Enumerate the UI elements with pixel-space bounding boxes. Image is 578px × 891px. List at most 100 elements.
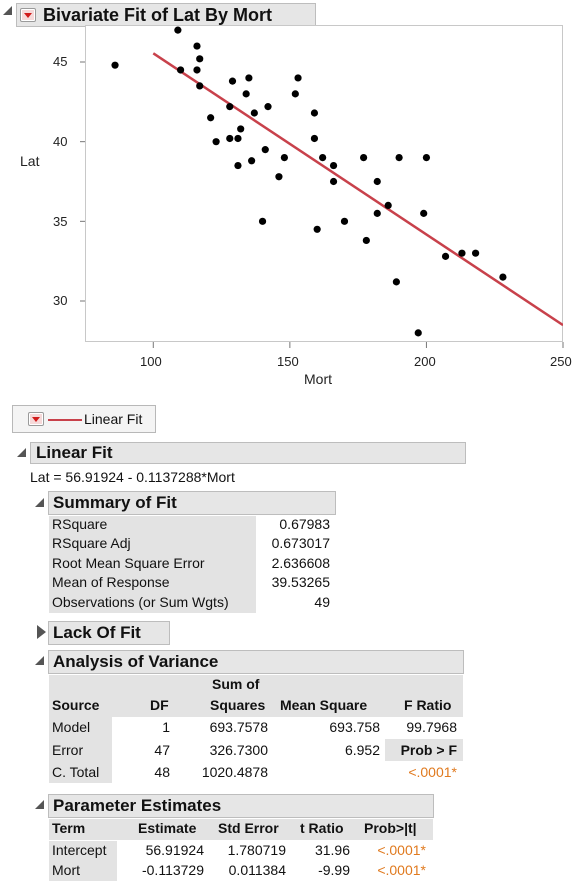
anova-col-source: Source — [52, 697, 100, 713]
data-point[interactable] — [264, 103, 272, 111]
anova-col-sumof: Sum of — [212, 676, 260, 692]
disclosure-collapsed-icon[interactable] — [37, 625, 46, 639]
data-point[interactable] — [226, 134, 234, 143]
data-point[interactable] — [196, 55, 204, 63]
data-point[interactable] — [234, 134, 242, 143]
data-point[interactable] — [310, 134, 319, 143]
summary-of-fit-header — [48, 491, 336, 515]
anova-col-f: F Ratio — [404, 697, 452, 713]
data-point[interactable] — [193, 66, 201, 74]
data-point[interactable] — [373, 209, 381, 217]
param-col-stderr: Std Error — [218, 820, 279, 836]
data-point[interactable] — [228, 77, 237, 85]
disclosure-expanded-icon[interactable] — [3, 6, 12, 15]
data-point[interactable] — [258, 217, 267, 225]
data-point[interactable] — [196, 82, 204, 90]
fit-line[interactable] — [152, 52, 563, 327]
param-row-term: Intercept — [52, 842, 107, 858]
bivariate-title: Bivariate Fit of Lat By Mort — [43, 5, 273, 25]
y-tick-label: 30 — [53, 293, 68, 308]
anova-row-source: C. Total — [52, 764, 100, 780]
disclosure-expanded-icon[interactable] — [35, 498, 44, 507]
param-term-bg — [49, 841, 117, 881]
data-point[interactable] — [174, 26, 182, 34]
anova-row-f: Prob > F — [400, 741, 457, 758]
anova-header — [48, 650, 464, 674]
data-point[interactable] — [458, 249, 466, 257]
anova-row-df: 48 — [154, 764, 170, 780]
anova-row-f: 99.7968 — [406, 719, 457, 735]
data-point[interactable] — [226, 103, 234, 111]
disclosure-expanded-icon[interactable] — [17, 448, 26, 457]
data-point[interactable] — [294, 74, 302, 82]
data-point[interactable] — [193, 42, 201, 50]
anova-source-bg — [49, 717, 112, 783]
data-point[interactable] — [237, 125, 245, 133]
summary-row-label: Mean of Response — [52, 574, 170, 591]
param-col-prob: Prob>|t| — [364, 820, 417, 836]
y-tick-label: 40 — [53, 134, 68, 149]
data-point[interactable] — [329, 177, 338, 186]
data-point[interactable] — [313, 225, 321, 233]
red-triangle-menu-icon[interactable] — [28, 412, 44, 426]
summary-row-value: 0.673017 — [271, 535, 330, 552]
data-point[interactable] — [275, 173, 283, 181]
param-row-stderr: 1.780719 — [227, 842, 286, 858]
disclosure-expanded-icon[interactable] — [35, 800, 44, 809]
data-point[interactable] — [340, 217, 349, 225]
data-point[interactable] — [319, 154, 327, 162]
data-point[interactable] — [471, 249, 480, 257]
data-point[interactable] — [392, 278, 400, 286]
anova-row-ms: 693.758 — [329, 719, 380, 735]
param-row-estimate: 56.91924 — [145, 842, 204, 858]
data-point[interactable] — [207, 114, 215, 122]
scatter-plot[interactable] — [85, 25, 563, 342]
data-point[interactable] — [280, 154, 288, 162]
prob-f-bg — [385, 739, 463, 761]
data-point[interactable] — [111, 61, 119, 69]
data-point[interactable] — [234, 161, 242, 170]
data-point[interactable] — [420, 209, 428, 217]
data-point[interactable] — [248, 157, 256, 165]
anova-title: Analysis of Variance — [53, 652, 219, 671]
summary-row-label: Observations (or Sum Wgts) — [52, 593, 229, 610]
anova-row-source: Model — [52, 719, 91, 735]
anova-col-squares: Squares — [210, 697, 266, 713]
anova-row-ms: 6.952 — [344, 741, 380, 758]
data-point[interactable] — [245, 74, 253, 82]
data-point[interactable] — [384, 201, 392, 209]
param-row-prob: <.0001* — [377, 861, 426, 878]
data-point[interactable] — [291, 90, 299, 98]
data-point[interactable] — [261, 146, 269, 154]
anova-row-df: 47 — [154, 741, 170, 758]
linear-fit-header — [30, 442, 466, 464]
data-point[interactable] — [414, 329, 422, 337]
data-point[interactable] — [212, 138, 220, 146]
data-point[interactable] — [360, 154, 368, 162]
param-col-estimate: Estimate — [138, 820, 197, 836]
data-point[interactable] — [362, 236, 370, 245]
param-row-prob: <.0001* — [377, 842, 426, 858]
data-point[interactable] — [499, 273, 507, 281]
data-point[interactable] — [242, 90, 250, 98]
legend-label: Linear Fit — [84, 411, 143, 427]
red-triangle-menu-icon[interactable] — [20, 8, 36, 22]
lack-of-fit-title: Lack Of Fit — [53, 623, 141, 642]
data-point[interactable] — [422, 154, 431, 162]
data-point[interactable] — [310, 109, 319, 117]
y-axis-label: Lat — [20, 153, 40, 169]
param-row-term: Mort — [52, 861, 80, 878]
disclosure-expanded-icon[interactable] — [35, 656, 44, 665]
anova-row-ss: 693.7578 — [209, 719, 268, 735]
anova-row-ss: 326.7300 — [209, 741, 268, 758]
data-point[interactable] — [250, 109, 258, 117]
data-point[interactable] — [177, 66, 185, 74]
data-point[interactable] — [373, 177, 381, 186]
data-point[interactable] — [395, 154, 403, 162]
data-point[interactable] — [329, 161, 338, 170]
param-row-stderr: 0.011384 — [228, 861, 286, 878]
data-point[interactable] — [441, 252, 450, 260]
param-header-bg — [49, 819, 433, 840]
lack-of-fit-header[interactable] — [48, 621, 170, 645]
summary-row-value: 2.636608 — [271, 554, 330, 571]
